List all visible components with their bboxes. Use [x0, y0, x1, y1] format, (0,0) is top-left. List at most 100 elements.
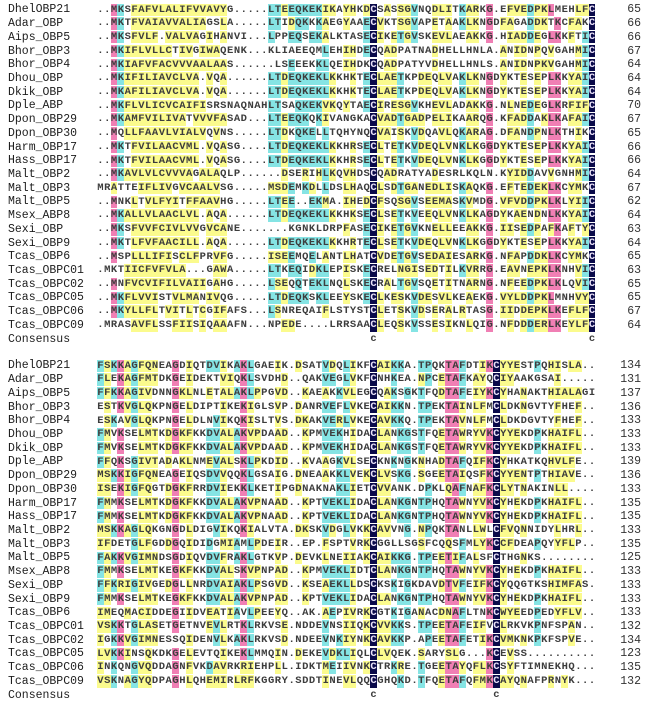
residue-cell: I	[199, 278, 207, 291]
residue-cell: P	[424, 400, 432, 414]
residue-cell: T	[445, 373, 453, 386]
residue-cell: N	[377, 373, 384, 386]
residue-cell: E	[431, 469, 439, 482]
residue-cell: Q	[240, 99, 247, 112]
residue-cell	[391, 689, 398, 701]
residue-cell: L	[247, 538, 255, 551]
residue-cell: E	[520, 140, 528, 154]
residue-cell: F	[131, 44, 138, 58]
residue-cell: G	[206, 524, 213, 537]
residue-cell: S	[281, 414, 288, 427]
residue-cell	[350, 333, 357, 345]
residue-count: 133	[620, 441, 641, 455]
residue-cell: T	[151, 428, 159, 441]
residue-cell: P	[308, 592, 316, 605]
residue-cell: E	[315, 579, 323, 592]
residue-cell: D	[308, 620, 316, 633]
residue-cell: F	[336, 400, 343, 413]
residue-cell: G	[151, 538, 159, 550]
residue-cell: E	[431, 661, 439, 674]
residue-cell: A	[219, 455, 227, 469]
residue-cell: F	[458, 579, 466, 592]
residue-cell: N	[295, 620, 302, 633]
residue-cell: C	[493, 661, 500, 674]
residue-cell: .	[233, 127, 241, 140]
residue-cell: I	[199, 44, 207, 58]
residue-cell: E	[390, 140, 398, 154]
residue-cell: L	[438, 3, 446, 17]
residue-cell: V	[213, 634, 220, 647]
residue-cell: F	[425, 428, 432, 441]
residue-cell: K	[165, 647, 172, 660]
residue-cell: L	[472, 400, 480, 414]
residue-cell: .	[582, 634, 589, 647]
residue-cell: K	[117, 140, 125, 154]
residue-cell: N	[520, 469, 528, 482]
residue-cell: F	[458, 620, 466, 633]
residue-cell	[438, 333, 445, 345]
residue-cell: L	[97, 647, 104, 661]
residue-cell: E	[465, 620, 473, 633]
residue-cell: L	[322, 44, 330, 58]
residue-cell: P	[541, 236, 548, 249]
residue-cell: N	[384, 455, 391, 468]
residue-cell: Q	[220, 291, 227, 304]
sequence-name: Sexi_OBP	[8, 222, 64, 236]
residue-cell: .	[104, 278, 111, 291]
residue-cell: V	[438, 127, 446, 140]
residue-cell	[438, 689, 445, 701]
residue-cell: E	[179, 469, 186, 482]
residue-cell: P	[541, 675, 548, 688]
residue-cell: A	[574, 113, 582, 126]
residue-cell: K	[397, 620, 405, 633]
residue-cell	[561, 333, 568, 345]
residue-cell: S	[302, 31, 309, 44]
residue-cell: N	[117, 675, 125, 688]
residue-cell: C	[588, 182, 596, 195]
residue-cell: P	[424, 620, 432, 633]
residue-cell: D	[431, 3, 439, 17]
residue-cell: C	[588, 3, 596, 17]
residue-cell: C	[370, 127, 377, 140]
residue-cell: E	[295, 44, 302, 57]
residue-cell: Y	[506, 291, 514, 305]
residue-cell: A	[411, 113, 418, 126]
residue-cell: K	[390, 634, 398, 647]
residue-cell: .	[247, 236, 254, 249]
residue-cell: Y	[499, 236, 507, 250]
residue-cell: L	[342, 510, 350, 523]
residue-cell: Y	[479, 387, 487, 400]
residue-cell: Q	[226, 469, 234, 482]
residue-cell: S	[254, 373, 261, 386]
residue-cell: H	[349, 44, 357, 58]
residue-cell: Y	[506, 373, 514, 386]
residue-cell: F	[581, 319, 589, 332]
residue-count: 67	[627, 181, 641, 195]
residue-cell: P	[534, 195, 541, 209]
residue-cell: H	[465, 44, 473, 57]
residue-cell: K	[418, 223, 425, 236]
residue-cell: S	[397, 99, 405, 113]
residue-cell: Y	[499, 510, 507, 523]
residue-cell: W	[219, 264, 227, 277]
residue-cell: K	[541, 428, 548, 441]
residue-cell: P	[424, 524, 432, 537]
residue-cell: E	[329, 17, 336, 30]
residue-cell: E	[281, 319, 289, 332]
residue-cell: .	[254, 223, 261, 236]
residue-cell: E	[390, 209, 398, 222]
residue-cell: V	[110, 428, 118, 441]
residue-cell: .	[97, 44, 104, 57]
residue-cell: K	[117, 154, 125, 167]
residue-cell: I	[274, 538, 282, 551]
residue-cell: A	[431, 455, 439, 468]
residue-cell: .	[493, 223, 500, 236]
residue-cell: Y	[506, 428, 514, 441]
residue-cell: N	[411, 510, 418, 523]
residue-cell: F	[506, 195, 514, 209]
residue-cell: R	[329, 223, 336, 236]
residue-cell: .	[226, 236, 234, 249]
residue-cell: K	[178, 387, 186, 400]
residue-cell: F	[97, 551, 104, 565]
residue-cell: .	[261, 250, 268, 263]
